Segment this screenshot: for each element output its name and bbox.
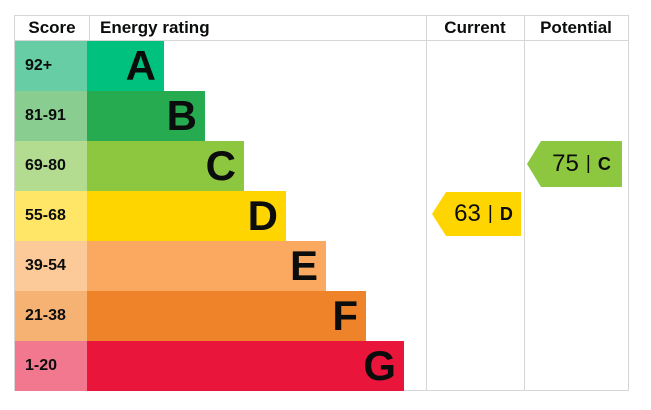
band-score-range: 69-80 [15,141,87,191]
current-separator: | [487,203,493,224]
epc-table: Score Energy rating Current Potential 92… [14,15,629,391]
band-bar-f: F [87,291,366,341]
band-score-range: 39-54 [15,241,87,291]
band-letter: C [205,142,236,189]
band-letter: G [363,342,396,389]
band-bar-b: B [87,91,205,141]
header-score: Score [28,18,76,37]
band-letter: E [289,242,318,289]
band-bar-a: A [87,41,164,91]
potential-rating-arrow: 75 | C [527,141,622,187]
band-row-c: 69-80 C [15,141,628,191]
band-score-range: 92+ [15,41,87,91]
band-score-range: 21-38 [15,291,87,341]
current-rating-letter: D [499,203,513,224]
current-rating-arrow: 63 | D [432,192,521,236]
band-bar-e: E [87,241,326,291]
header-row: Score Energy rating Current Potential [15,16,628,41]
band-row-e: 39-54 E [15,241,628,291]
band-bar-d: D [87,191,286,241]
header-energy-rating: Energy rating [100,18,210,37]
band-letter: A [125,42,156,89]
band-letter: F [332,292,358,339]
band-rows: 92+ A 81-91 B 69-80 C 55-68 D 39-54 E 21-38 F 1-20 G [15,41,628,391]
current-column-line [426,16,427,390]
band-bar-g: G [87,341,404,391]
band-score-range: 81-91 [15,91,87,141]
band-bar-c: C [87,141,244,191]
current-score-value: 63 [454,200,481,227]
potential-score-value: 75 [552,150,579,177]
band-row-g: 1-20 G [15,341,628,391]
band-letter: D [247,192,278,239]
potential-separator: | [585,153,591,174]
band-score-range: 55-68 [15,191,87,241]
header-potential: Potential [540,18,612,37]
band-score-range: 1-20 [15,341,87,391]
potential-column-line [524,16,525,390]
band-row-b: 81-91 B [15,91,628,141]
potential-rating-letter: C [597,153,611,174]
header-current: Current [444,18,506,37]
band-row-f: 21-38 F [15,291,628,341]
band-row-d: 55-68 D [15,191,628,241]
header-divider-line [89,16,90,41]
band-row-a: 92+ A [15,41,628,91]
band-letter: B [166,92,197,139]
